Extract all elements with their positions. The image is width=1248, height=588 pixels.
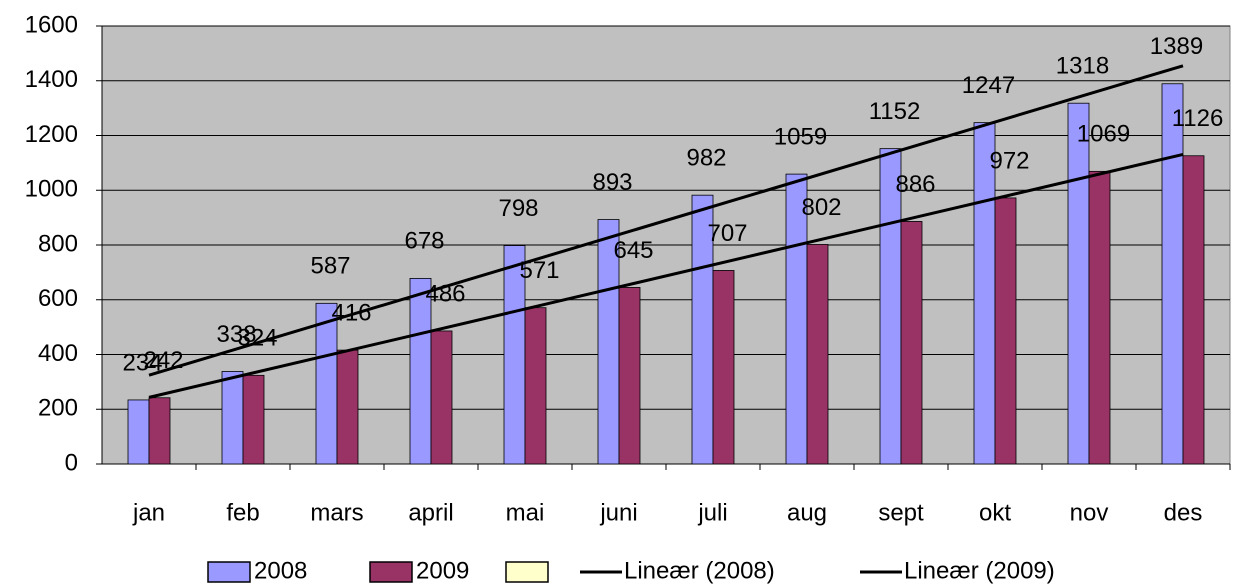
bar [806, 244, 829, 465]
x-tick-label: aug [787, 499, 827, 526]
data-label: 972 [989, 147, 1029, 174]
trendline [148, 64, 1184, 377]
data-label: 707 [707, 220, 747, 247]
legend-label: 2009 [416, 557, 469, 584]
x-tick-label: april [408, 499, 453, 526]
y-tick-label: 200 [38, 395, 78, 422]
data-label: 416 [331, 299, 371, 326]
x-tick-label: nov [1070, 499, 1109, 526]
data-label: 678 [404, 228, 444, 255]
bar [148, 397, 171, 465]
legend-swatch [207, 561, 251, 583]
data-label: 486 [425, 280, 465, 307]
data-label: 893 [592, 169, 632, 196]
trendline [148, 152, 1184, 399]
legend-empty-swatch [505, 561, 549, 583]
bar [618, 287, 641, 465]
legend-label: Lineær (2009) [904, 557, 1055, 584]
data-label: 798 [498, 195, 538, 222]
x-tick-label: jan [132, 499, 165, 526]
x-tick-label: des [1164, 499, 1203, 526]
bar [336, 349, 359, 465]
data-label: 802 [801, 194, 841, 221]
y-tick-label: 1400 [25, 66, 78, 93]
y-tick-label: 1200 [25, 121, 78, 148]
bar [430, 330, 453, 465]
x-tick-label: juli [697, 499, 727, 526]
data-label: 587 [310, 253, 350, 280]
bar [900, 221, 923, 465]
legend-swatch [369, 561, 413, 583]
bar [1088, 170, 1111, 465]
data-label: 338 [216, 321, 256, 348]
data-label: 1126 [1172, 105, 1224, 132]
y-tick-label: 800 [38, 230, 78, 257]
x-tick-label: feb [226, 499, 259, 526]
bar [1161, 83, 1184, 465]
data-label: 1059 [774, 123, 827, 150]
y-tick-label: 600 [38, 285, 78, 312]
y-tick-label: 1000 [25, 176, 78, 203]
data-label: 1069 [1077, 121, 1130, 148]
bar [994, 197, 1017, 465]
data-label: 1152 [869, 98, 921, 125]
data-label: 645 [613, 237, 653, 264]
data-label: 1389 [1150, 33, 1203, 60]
data-label: 886 [895, 171, 935, 198]
bar [1182, 155, 1205, 465]
data-label: 982 [686, 145, 726, 172]
x-tick-label: mars [310, 499, 363, 526]
data-label: 1247 [962, 72, 1015, 99]
y-tick-label: 0 [65, 449, 78, 476]
bar [524, 307, 547, 465]
bar [1067, 102, 1090, 465]
legend-label: 2008 [254, 557, 307, 584]
bar [315, 302, 338, 465]
x-tick-label: mai [506, 499, 545, 526]
data-label: 1318 [1056, 53, 1109, 80]
bar [221, 371, 244, 465]
x-tick-label: okt [979, 499, 1011, 526]
bar [242, 374, 265, 465]
bar [127, 399, 150, 465]
y-tick-label: 1600 [25, 11, 78, 38]
y-tick-label: 400 [38, 340, 78, 367]
x-tick-label: juni [599, 499, 637, 526]
bar [712, 270, 735, 465]
legend-label: Lineær (2008) [624, 557, 775, 584]
x-tick-label: sept [878, 499, 924, 526]
